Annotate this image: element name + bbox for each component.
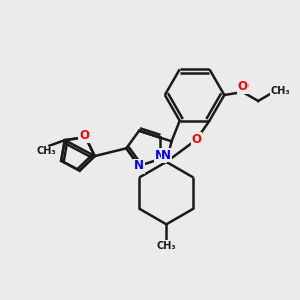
- Text: O: O: [79, 129, 89, 142]
- Text: O: O: [191, 133, 201, 146]
- Text: N: N: [161, 149, 171, 162]
- Text: CH₃: CH₃: [271, 86, 290, 96]
- Text: N: N: [156, 150, 166, 163]
- Text: N: N: [155, 149, 165, 162]
- Text: O: O: [238, 80, 248, 93]
- Text: CH₃: CH₃: [36, 146, 56, 156]
- Text: O: O: [79, 129, 89, 142]
- Text: O: O: [238, 80, 248, 93]
- Text: N: N: [161, 149, 171, 162]
- Text: N: N: [134, 159, 144, 172]
- Text: O: O: [192, 133, 202, 146]
- Text: N: N: [134, 161, 144, 174]
- Text: CH₃: CH₃: [157, 241, 176, 251]
